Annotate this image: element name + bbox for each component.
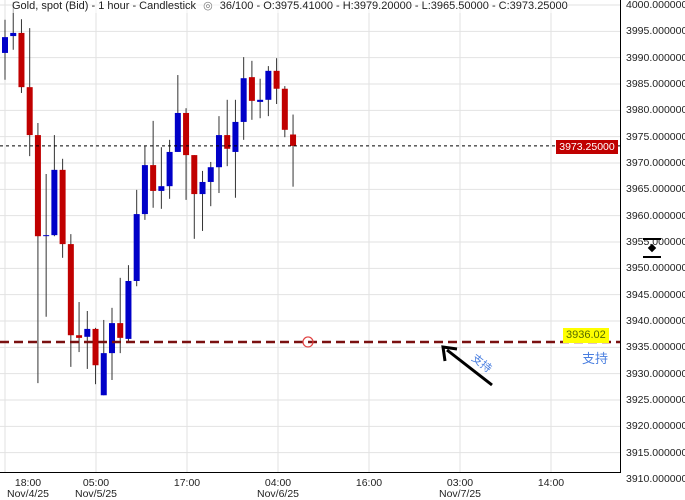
price-tick-label: 3910.000000 [626,473,685,485]
bearish-candle-body [150,165,157,191]
bearish-candle-body [67,244,74,336]
time-tick-label: 17:00 [174,478,200,489]
time-tick-label: 16:00 [356,478,382,489]
support-line-handle[interactable] [302,336,314,348]
bearish-candle-body [76,335,83,338]
bullish-candle-body [10,32,17,37]
bearish-candle-body [191,155,198,195]
bullish-candle-body [84,328,91,337]
price-tick-label: 4000.000000 [626,0,685,11]
price-tick-label: 3995.000000 [626,25,685,38]
date-label: Nov/4/25 [6,488,50,500]
price-tick-label: 3925.000000 [626,394,685,406]
bullish-candle-body [51,169,58,236]
price-tick-label: 3935.000000 [626,341,685,354]
time-label: 14:00 [537,477,565,489]
bullish-candle-body [158,186,165,191]
time-tick-label: 14:00 [538,478,564,489]
price-tick-label: 3960.000000 [626,209,685,222]
price-tick-label: 3930.000000 [626,367,685,380]
price-tick-label: 3940.000000 [626,315,685,327]
price-tick-label: 3985.000000 [626,78,685,90]
date-label: Nov/6/25 [256,488,300,500]
bullish-candle-body [240,78,247,122]
diamond-icon [647,243,657,253]
grid [0,0,620,472]
eye-icon[interactable]: ◎ [203,0,213,12]
bullish-candle-body [43,235,50,237]
bullish-candle-body [265,70,272,100]
price-tick-label: 3945.000000 [626,288,685,301]
time-tick-label: 05:00 Nov/5/25 [75,478,117,500]
arrow-annotation[interactable] [441,345,493,387]
bullish-candle-body [174,112,181,152]
bar-counter: 36/100 [219,0,254,12]
price-tick-label: 3990.000000 [626,51,685,64]
support-price-label: 3936.02 [563,328,609,343]
time-tick-label: 04:00 Nov/6/25 [257,478,299,500]
price-tick-label: 3920.000000 [626,420,685,433]
time-label: 05:00 [82,477,110,489]
candles [2,1,297,396]
bullish-candle-body [125,280,132,339]
date-label: Nov/5/25 [74,488,118,500]
current-price-label: 3973.25000 [556,140,618,154]
bearish-candle-body [18,32,25,88]
bullish-candle-body [108,323,115,354]
bullish-candle-body [232,121,239,152]
bullish-candle-body [100,353,107,396]
bullish-candle-body [199,181,206,195]
chart-title: Gold, spot (Bid) - 1 hour - Candlestick [12,0,197,12]
support-text: 支持 [582,351,609,366]
date-label: Nov/7/25 [438,488,482,500]
price-tick-label: 3980.000000 [626,104,685,117]
chart-header: Gold, spot (Bid) - 1 hour - Candlestick … [12,0,568,13]
bearish-candle-body [34,135,41,237]
scroll-to-price-icon[interactable] [643,238,661,258]
bearish-candle-body [59,169,66,245]
bearish-candle-body [26,87,33,136]
bearish-candle-body [92,328,99,366]
ohlc-readout: - O:3975.41000 - H:3979.20000 - L:3965.5… [256,0,568,12]
bullish-candle-body [2,37,8,53]
price-tick-label: 3965.000000 [626,183,685,196]
time-tick-label: 18:00 Nov/4/25 [7,478,49,500]
bullish-candle-body [141,165,148,215]
bullish-candle-body [207,167,214,182]
time-tick-label: 03:00 Nov/7/25 [439,478,481,500]
bullish-candle-body [133,214,140,281]
time-label: 17:00 [173,477,201,489]
bullish-candle-body [166,151,173,187]
bullish-candle-body [257,99,264,102]
bearish-candle-body [224,135,231,149]
price-tick-label: 3955.000000 [626,236,685,248]
time-label: 18:00 [14,477,42,489]
bearish-candle-body [117,323,124,338]
bearish-candle-body [248,77,255,101]
price-tick-label: 3970.000000 [626,157,685,169]
time-label: 03:00 [446,477,474,489]
price-tick-label: 3975.000000 [626,130,685,143]
price-tick-label: 3950.000000 [626,262,685,275]
bearish-candle-body [290,134,297,146]
time-label: 16:00 [355,477,383,489]
bearish-candle-body [273,70,280,89]
bullish-candle-body [215,135,222,168]
bearish-candle-body [183,112,190,156]
time-label: 04:00 [264,477,292,489]
bearish-candle-body [281,88,288,130]
price-tick-label: 3915.000000 [626,446,685,459]
